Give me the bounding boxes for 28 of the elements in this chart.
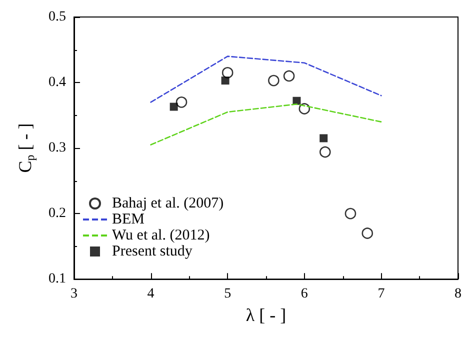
x-tick-label: 6 [300, 286, 308, 302]
legend-label: Present study [112, 244, 193, 260]
point [222, 67, 234, 78]
x-axis-title: λ [ - ] [246, 305, 286, 325]
legend-label: BEM [112, 212, 145, 228]
y-tick-label: 0.5 [48, 10, 66, 24]
y-tick-label: 0.1 [48, 272, 66, 287]
x-tick-label: 7 [378, 286, 385, 302]
legend-label: Wu et al. (2012) [112, 228, 210, 244]
y-tick-label: 0.2 [48, 206, 66, 222]
point [362, 228, 374, 239]
line-series [150, 56, 382, 103]
point [268, 74, 280, 86]
y-tick-label: 0.4 [48, 75, 66, 90]
x-tick-label: 4 [147, 286, 154, 302]
x-tick-label: 5 [224, 286, 232, 302]
point [176, 96, 188, 108]
point [320, 134, 328, 142]
x-tick-label: 3 [70, 286, 78, 302]
point [283, 70, 295, 82]
legend-label: Bahaj et al. (2007) [112, 196, 224, 212]
y-axis-title: Cp [ - ] [15, 123, 37, 173]
y-tick-label: 0.3 [48, 140, 66, 156]
point [221, 76, 230, 85]
point [170, 102, 178, 111]
point [319, 146, 331, 158]
point [344, 208, 356, 220]
x-tick-label: 8 [454, 286, 462, 302]
